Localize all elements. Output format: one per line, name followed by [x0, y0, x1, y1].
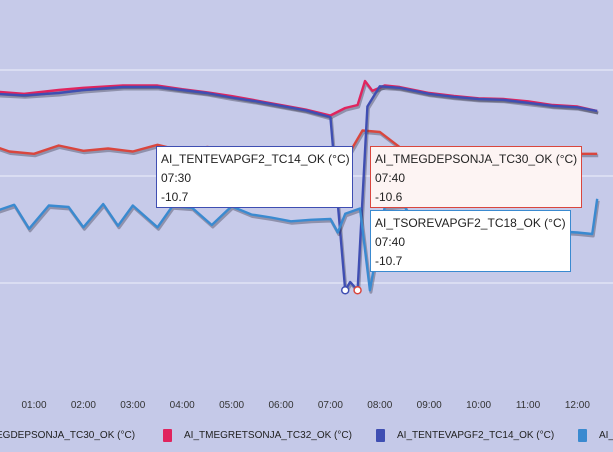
chart-legend: EGDEPSONJA_TC30_OK (°C) AI_TMEGRETSONJA_…	[0, 424, 613, 448]
x-tick-label: 03:00	[120, 400, 146, 411]
x-tick-label: 01:00	[21, 400, 47, 411]
legend-label: AI_TENTEVAPGF2_TC14_OK (°C)	[397, 430, 555, 441]
x-tick-label: 10:00	[466, 400, 492, 411]
x-tick-label: 12:00	[564, 400, 590, 411]
hover-marker-1	[353, 286, 362, 295]
legend-item-tmegretsonja[interactable]: AI_TMEGRETSONJA_TC32_OK (°C)	[163, 428, 352, 444]
x-tick-label: 09:00	[416, 400, 442, 411]
legend-swatch	[376, 428, 385, 442]
legend-swatch	[578, 428, 587, 442]
tooltip-value: -10.7	[161, 190, 189, 204]
x-tick-label: 05:00	[219, 400, 245, 411]
tooltip-time: 07:30	[161, 171, 192, 185]
x-tick-label: 02:00	[70, 400, 96, 411]
x-tick-label: 08:00	[367, 400, 393, 411]
legend-swatch	[163, 428, 172, 442]
legend-item-tmegdepsonja[interactable]: EGDEPSONJA_TC30_OK (°C)	[0, 428, 135, 444]
tooltip-tentevap: AI_TENTEVAPGF2_TC14_OK (°C) 07:30 -10.7	[156, 146, 353, 208]
hover-marker-0	[340, 286, 350, 295]
x-tick-label: 06:00	[268, 400, 294, 411]
x-tick-label: 11:00	[515, 400, 541, 411]
legend-label: EGDEPSONJA_TC30_OK (°C)	[0, 430, 136, 441]
tooltip-series-name: AI_TENTEVAPGF2_TC14_OK (°C)	[161, 152, 350, 166]
x-tick-label: 07:00	[317, 400, 343, 411]
legend-label: AI_TMEGRETSONJA_TC32_OK (°C)	[184, 430, 352, 441]
tooltip-tsorevap: AI_TSOREVAPGF2_TC18_OK (°C) 07:40 -10.7	[370, 210, 571, 272]
legend-item-tentevap[interactable]: AI_TENTEVAPGF2_TC14_OK (°C)	[376, 428, 554, 444]
tooltip-series-name: AI_TMEGDEPSONJA_TC30_OK (°C)	[375, 152, 578, 166]
legend-label: AI_	[599, 430, 613, 441]
tooltip-value: -10.6	[375, 190, 403, 204]
tooltip-time: 07:40	[375, 235, 406, 249]
tooltip-value: -10.7	[375, 254, 403, 268]
tooltip-time: 07:40	[375, 171, 406, 185]
legend-item-tsorevap[interactable]: AI_	[578, 428, 613, 444]
tooltip-tmegdepsonja: AI_TMEGDEPSONJA_TC30_OK (°C) 07:40 -10.6	[370, 146, 582, 208]
tooltip-series-name: AI_TSOREVAPGF2_TC18_OK (°C)	[375, 216, 566, 230]
x-tick-label: 04:00	[169, 400, 195, 411]
